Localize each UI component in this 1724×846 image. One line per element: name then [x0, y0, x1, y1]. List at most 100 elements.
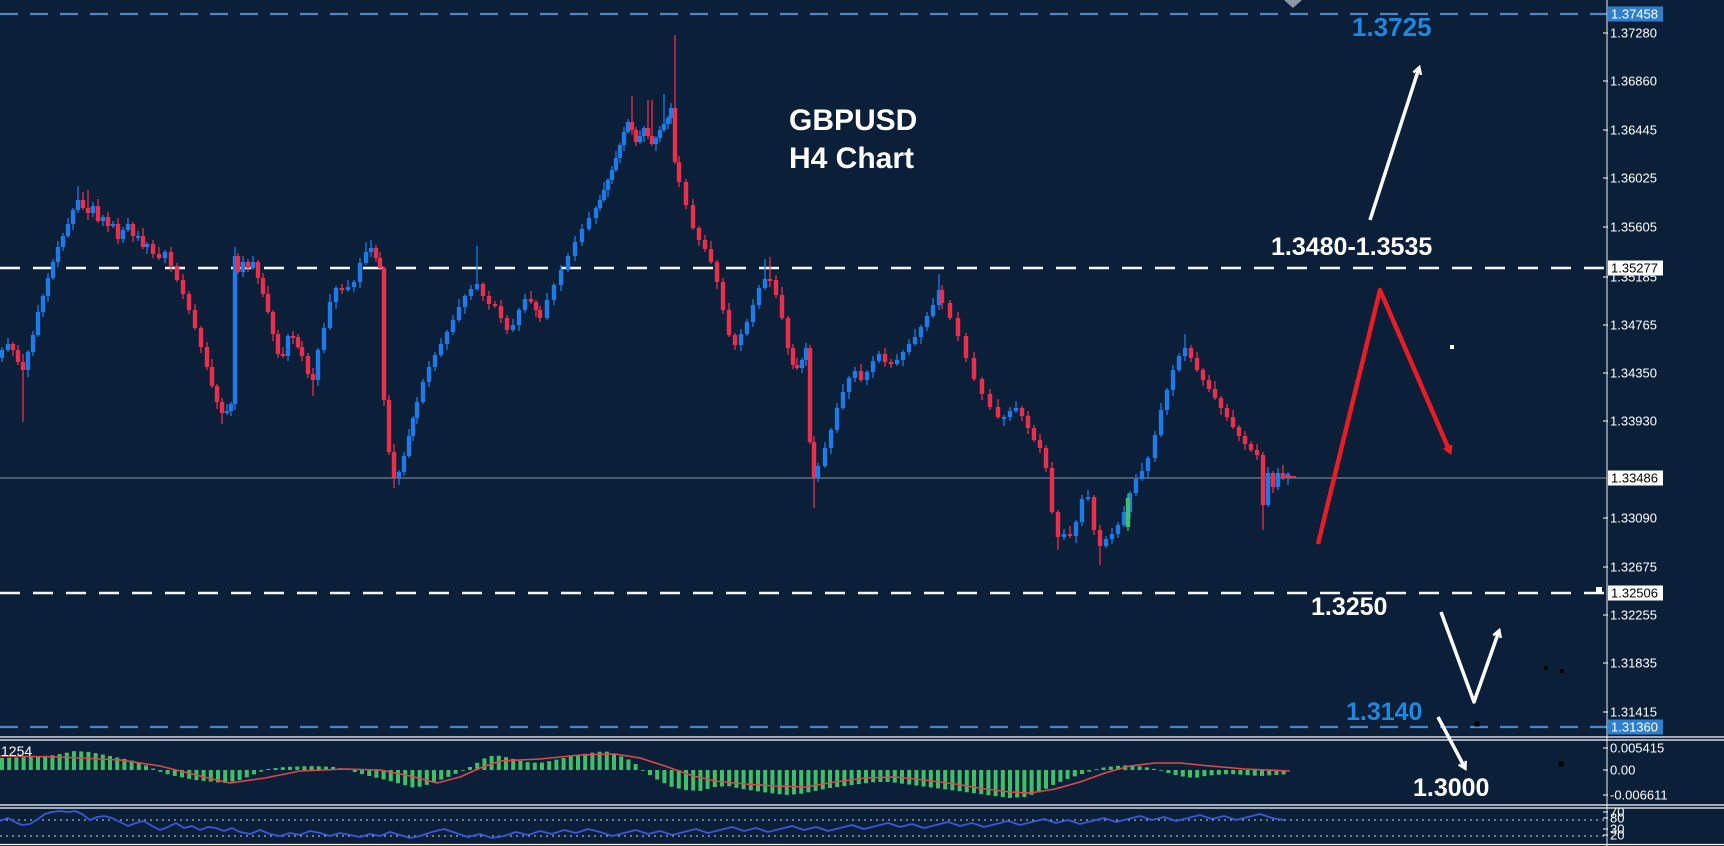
white-dot[interactable] [1450, 345, 1454, 349]
osma-bar [158, 770, 163, 772]
osma-bar [1216, 770, 1221, 775]
osma-bar [1238, 770, 1243, 775]
chart-shift-triangle-icon[interactable] [1284, 0, 1302, 8]
osma-bar [187, 770, 192, 779]
candle-body [250, 262, 256, 268]
candle-body [657, 130, 663, 138]
candle-body [1007, 411, 1013, 417]
candle-body [597, 200, 603, 208]
candle-body [1280, 473, 1286, 478]
candle-body [310, 374, 316, 380]
candle-body [339, 288, 345, 290]
osma-bar [972, 770, 976, 794]
candle-body [750, 305, 756, 322]
projection-up-arrow[interactable] [1368, 68, 1419, 221]
candle-body [420, 382, 426, 402]
osma-bar [936, 770, 940, 789]
axis-price-label: 0.00 [1610, 762, 1636, 778]
candle-body [1176, 356, 1182, 370]
candle-body [947, 303, 953, 318]
candle-body [1079, 499, 1085, 522]
candle-body [456, 307, 462, 320]
osma-bar [1252, 770, 1257, 776]
axis-price-label: 1.36860 [1610, 73, 1657, 89]
osma-bar [144, 765, 148, 770]
candle-body [209, 367, 215, 386]
axis-price-label: 30 [1610, 821, 1625, 837]
candle-body [1236, 427, 1242, 436]
candle-body [1218, 398, 1224, 408]
candle-body [785, 318, 791, 348]
candle-body [1019, 408, 1025, 416]
candle-body [924, 316, 930, 327]
candle-body [714, 262, 720, 282]
candle-body [40, 296, 46, 312]
osma-bar [252, 770, 256, 775]
candle-body [450, 320, 456, 332]
candle-body [864, 372, 870, 380]
black-dot-3[interactable] [1558, 761, 1564, 767]
candle-body [174, 266, 180, 280]
candle-body [30, 335, 36, 352]
osma-bar [518, 760, 523, 770]
candle-body [15, 350, 21, 362]
osma-bar [1166, 770, 1171, 774]
axis-price-label-highlighted: 1.32506 [1608, 585, 1663, 601]
candle-body [391, 452, 397, 478]
candle-body [870, 361, 876, 372]
osma-bar [986, 770, 991, 796]
candle-body [498, 306, 504, 318]
projection-v-arrow[interactable] [1439, 611, 1499, 704]
annotation-1-3480-1-3535: 1.3480-1.3535 [1271, 233, 1433, 261]
osma-bar [1159, 770, 1164, 771]
osma-bar [367, 770, 372, 777]
candle-body [744, 322, 750, 334]
osma-bar [331, 766, 336, 770]
osma-bar [288, 766, 292, 770]
candle-body [779, 295, 785, 318]
candle-body [373, 248, 379, 258]
osma-bar [259, 770, 264, 772]
osma-bar [1022, 770, 1027, 798]
candle-body [676, 162, 682, 182]
candle-body [444, 332, 450, 344]
osma-bar [151, 768, 156, 770]
osma-bar [943, 770, 948, 790]
osma-bar [165, 770, 170, 775]
black-dot-1[interactable] [1544, 666, 1548, 670]
projection-zigzag-arrow[interactable] [1315, 287, 1450, 545]
black-dot-4[interactable] [1474, 721, 1480, 727]
candle-body [1091, 497, 1097, 530]
projection-down-arrow[interactable] [1436, 716, 1465, 768]
white-square[interactable] [1596, 587, 1602, 593]
osma-bar [871, 770, 876, 783]
candle-body [702, 240, 708, 249]
candle-body [468, 289, 474, 296]
candle-body [315, 350, 321, 380]
osma-bar [273, 768, 278, 770]
osma-signal-line [0, 753, 1291, 794]
axis-price-label: -0.006611 [1610, 787, 1668, 803]
osma-bar [547, 761, 552, 770]
osma-bar [388, 770, 393, 782]
osma-bar [1008, 770, 1012, 798]
osma-bar [172, 770, 177, 776]
candle-body [1031, 428, 1037, 440]
axis-price-label: 1.36445 [1610, 122, 1657, 138]
osma-bar [1036, 770, 1041, 793]
axis-price-label: 70 [1610, 804, 1625, 820]
candle-body [918, 327, 924, 337]
osma-bar [295, 766, 300, 770]
candle-body [10, 344, 16, 350]
osma-bar [244, 770, 249, 778]
candle-body [492, 304, 498, 306]
black-dot-2[interactable] [1560, 669, 1564, 673]
osma-bar [1116, 765, 1120, 770]
candle-body [858, 371, 864, 380]
candle-body [1067, 534, 1073, 536]
candle-body [1230, 417, 1236, 427]
candle-body [1158, 410, 1164, 435]
osma-bar [1065, 770, 1070, 779]
candle-body [75, 200, 81, 210]
